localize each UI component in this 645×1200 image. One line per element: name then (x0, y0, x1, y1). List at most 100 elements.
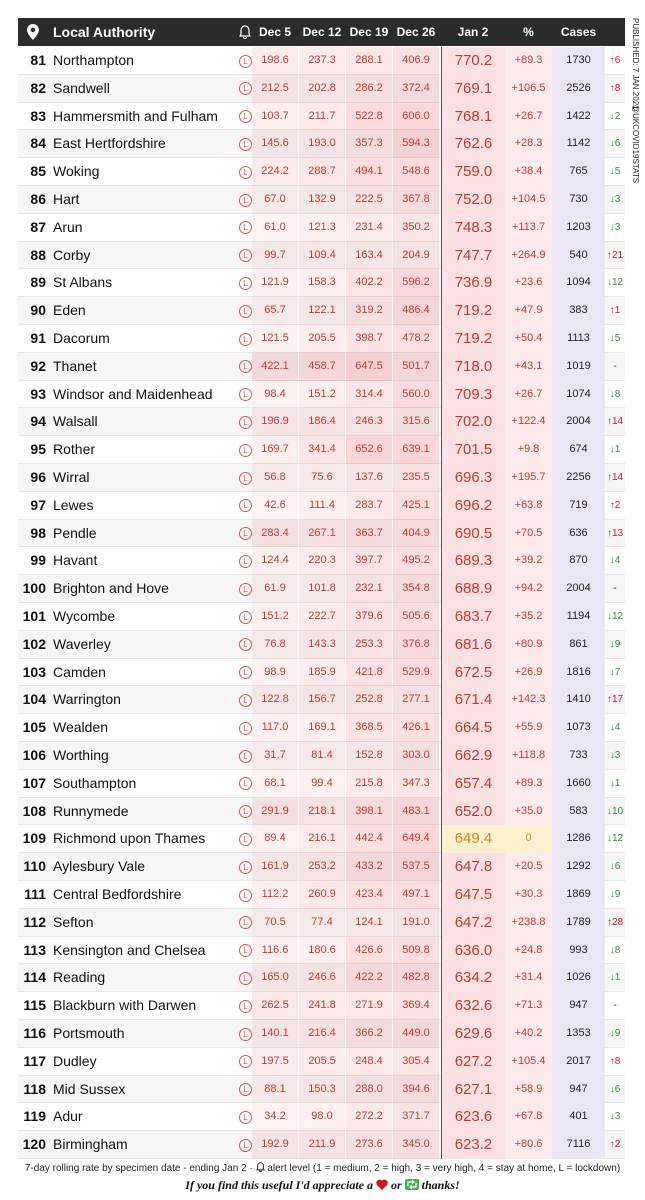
alert-level: L (239, 332, 252, 346)
alert-level: L (239, 304, 252, 318)
rate-cell: 116.6 (252, 936, 298, 965)
jan2-rate: 718.0 (441, 352, 505, 381)
rate-cell: 246.3 (346, 408, 392, 437)
cases: 2017 (552, 1047, 605, 1076)
rank: 102 (22, 635, 46, 652)
jan2-rate: 652.0 (441, 797, 505, 826)
authority-name: Walsall (53, 413, 98, 430)
rate-cell: 34.2 (252, 1103, 298, 1132)
thanks-text: thanks! (421, 1178, 460, 1192)
authority-name: Birmingham (53, 1136, 128, 1153)
alert-level: L (239, 360, 252, 374)
alert-level: L (239, 1138, 252, 1152)
rate-cell: 163.4 (346, 241, 392, 270)
percent-change: 0 (505, 825, 552, 854)
rank-change: - (613, 583, 617, 595)
rate-cell: 152.8 (346, 742, 392, 770)
percent-change: +39.2 (505, 547, 552, 576)
rate-cell: 253.3 (346, 630, 392, 659)
rank-change: ↓7 (609, 666, 621, 678)
rate-cell: 594.3 (393, 130, 439, 159)
cases: 1410 (552, 686, 605, 715)
rate-cell: 486.4 (393, 297, 439, 325)
rate-cell: 347.3 (393, 769, 439, 798)
rate-cell: 319.2 (346, 297, 392, 325)
rank: 112 (23, 913, 46, 930)
rank-change: ↓9 (609, 889, 621, 900)
rate-cell: 212.5 (252, 74, 298, 103)
authority-name: Aylesbury Vale (53, 858, 146, 875)
bell-icon (239, 25, 251, 39)
rate-cell: 235.5 (393, 464, 439, 492)
rank-change: ↓8 (609, 388, 621, 400)
jan2-rate: 689.3 (441, 547, 505, 576)
rank-change: ↓9 (609, 1028, 621, 1039)
jan2-rate: 768.1 (441, 102, 505, 131)
alert-level: L (239, 249, 252, 263)
rank: 118 (23, 1080, 46, 1097)
rate-cell: 458.7 (299, 352, 345, 381)
cases: 719 (552, 491, 605, 520)
jan2-rate: 671.4 (441, 686, 505, 715)
percent-change: +38.4 (505, 158, 552, 186)
rate-cell: 501.7 (393, 352, 439, 381)
authority-name: Sandwell (53, 79, 110, 96)
authority-name: Havant (53, 552, 98, 569)
jan2-rate: 719.2 (441, 297, 505, 325)
rank-change: ↑8 (609, 1055, 621, 1067)
authority-name: Adur (53, 1108, 83, 1125)
percent-change: +63.8 (505, 491, 552, 520)
authority-name: Pendle (53, 524, 97, 541)
percent-change: +71.3 (505, 992, 552, 1020)
rate-cell: 109.4 (299, 241, 345, 270)
percent-change: +40.2 (505, 1020, 552, 1048)
rank-change: ↓3 (609, 194, 621, 205)
rate-cell: 98.9 (252, 658, 298, 687)
percent-change: +106.5 (505, 74, 552, 103)
authority-name: Waverley (53, 635, 111, 652)
column-header: Local Authority (53, 24, 156, 40)
alert-level: L (239, 832, 252, 846)
authority-name: Wycombe (53, 608, 116, 624)
cases: 733 (552, 742, 605, 770)
alert-level: L (239, 721, 252, 735)
jan2-rate: 681.6 (441, 630, 505, 659)
rate-cell: 77.4 (299, 908, 345, 937)
rate-cell: 277.1 (393, 686, 439, 715)
jan2-rate: 752.0 (441, 186, 505, 214)
jan2-rate: 747.7 (441, 241, 505, 270)
rate-cell: 354.8 (393, 575, 439, 603)
rank: 92 (30, 357, 46, 374)
rate-cell: 67.0 (252, 186, 298, 214)
authority-name: Worthing (53, 747, 109, 763)
rate-cell: 216.1 (299, 825, 345, 854)
percent-change: +70.5 (505, 519, 552, 548)
rate-cell: 649.4 (393, 825, 439, 854)
thanks-text: If you find this useful I'd appreciate a (185, 1178, 373, 1192)
rate-cell: 202.8 (299, 74, 345, 103)
jan2-rate: 647.5 (441, 881, 505, 909)
rate-cell: 522.8 (346, 102, 392, 131)
rate-cell: 88.1 (252, 1075, 298, 1104)
rate-cell: 89.4 (252, 825, 298, 854)
jan2-rate: 672.5 (441, 658, 505, 687)
cases: 861 (552, 630, 605, 659)
alert-level: L (239, 554, 252, 568)
percent-change: +26.9 (505, 658, 552, 687)
rank-change: ↓4 (609, 722, 621, 734)
percent-change: +24.8 (505, 936, 552, 965)
rate-cell: 232.1 (346, 575, 392, 603)
rate-cell: 205.5 (299, 1047, 345, 1076)
alert-level: L (239, 888, 252, 902)
alert-level: L (239, 1027, 252, 1041)
rate-cell: 537.5 (393, 853, 439, 881)
rank: 105 (22, 719, 46, 736)
footer-thanks: If you find this useful I'd appreciate a… (0, 1178, 645, 1193)
authority-name: Eden (53, 302, 86, 319)
rate-cell: 394.6 (393, 1075, 439, 1104)
rate-cell: 509.8 (393, 936, 439, 965)
heart-icon (376, 1179, 388, 1190)
jan2-rate: 690.5 (441, 519, 505, 548)
rank: 98 (30, 524, 46, 541)
rate-cell: 145.6 (252, 130, 298, 159)
